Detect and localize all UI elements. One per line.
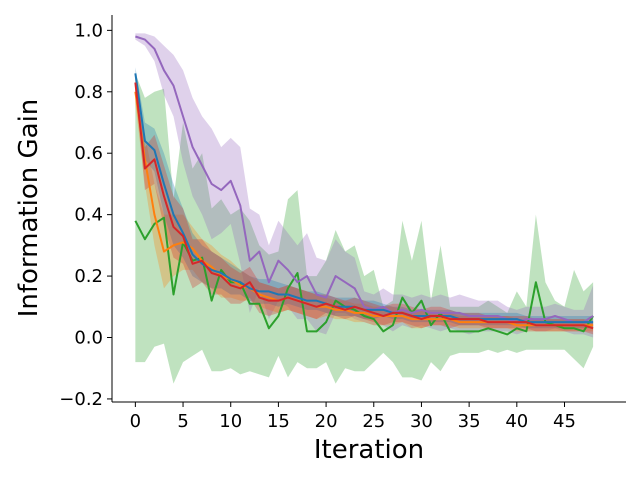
series-0-band [135, 73, 594, 384]
x-tick-label: 35 [458, 411, 481, 432]
x-ticks: 0 5 10 15 20 25 30 35 40 45 [130, 402, 576, 432]
y-tick-label: −0.2 [59, 389, 103, 410]
x-tick-label: 0 [130, 411, 141, 432]
x-tick-label: 40 [505, 411, 528, 432]
x-tick-label: 20 [315, 411, 338, 432]
x-tick-label: 10 [219, 411, 242, 432]
y-ticks: −0.2 0.0 0.2 0.4 0.6 0.8 1.0 [59, 20, 112, 410]
x-tick-label: 30 [410, 411, 433, 432]
series-0-line [134, 216, 594, 336]
series-2-line [134, 91, 594, 327]
y-axis-label: Information Gain [14, 99, 44, 318]
series-4-line [134, 82, 594, 330]
x-tick-label: 25 [362, 411, 385, 432]
x-tick-label: 15 [267, 411, 290, 432]
series-4-band [135, 73, 594, 335]
x-tick-label: 5 [177, 411, 188, 432]
y-tick-label: 0.0 [74, 328, 103, 349]
series-lines [134, 35, 594, 336]
y-tick-label: 0.4 [74, 205, 103, 226]
y-tick-label: 1.0 [74, 20, 103, 41]
y-tick-label: 0.2 [74, 266, 103, 287]
y-tick-label: 0.6 [74, 143, 103, 164]
x-tick-label: 45 [553, 411, 576, 432]
x-axis-label: Iteration [314, 435, 424, 465]
y-tick-label: 0.8 [74, 82, 103, 103]
